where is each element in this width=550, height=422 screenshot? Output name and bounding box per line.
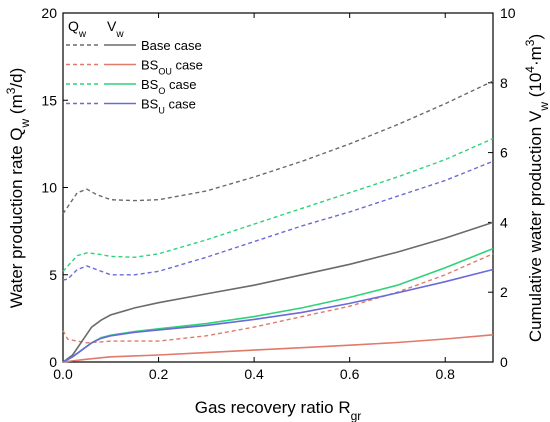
- y-axis-right-title: Cumulative water production Vw (104·m3): [523, 34, 550, 342]
- series-q-line: [62, 137, 494, 272]
- series-v-line: [62, 334, 494, 363]
- y-right-tick-label: 2: [500, 284, 508, 300]
- y-left-tick-label: 10: [41, 180, 57, 196]
- y-left-tick-label: 15: [41, 92, 57, 108]
- series-v-line: [62, 247, 494, 363]
- legend-header: Qw: [68, 18, 87, 40]
- legend-label: BSOU case: [141, 58, 203, 77]
- series-v-line: [62, 221, 494, 363]
- y-right-tick-label: 0: [500, 354, 508, 370]
- legend-header: Vw: [107, 18, 124, 40]
- series-v-line: [62, 268, 494, 363]
- y-right-tick-label: 4: [500, 214, 508, 230]
- x-tick-label: 0.6: [340, 366, 360, 382]
- y-left-tick-label: 5: [49, 267, 57, 283]
- series-q-line: [62, 160, 494, 281]
- legend-label: Base case: [141, 38, 202, 53]
- x-axis-title: Gas recovery ratio Rgr: [195, 398, 362, 422]
- legend-label: BSU case: [141, 97, 196, 116]
- legend-label: BSO case: [141, 77, 196, 96]
- x-tick-label: 0.8: [435, 366, 455, 382]
- y-left-tick-label: 0: [49, 354, 57, 370]
- y-right-tick-label: 6: [500, 145, 508, 161]
- series-q-line: [62, 253, 494, 344]
- y-right-tick-label: 8: [500, 75, 508, 91]
- y-axis-left-title: Water production rate Qw (m3/d): [4, 68, 32, 309]
- x-tick-label: 0.4: [244, 366, 264, 382]
- y-right-tick-label: 10: [500, 5, 516, 21]
- x-tick-label: 0.2: [149, 366, 169, 382]
- y-left-tick-label: 20: [41, 5, 57, 21]
- x-tick-label: 0.0: [53, 366, 73, 382]
- series-q-line: [62, 80, 494, 215]
